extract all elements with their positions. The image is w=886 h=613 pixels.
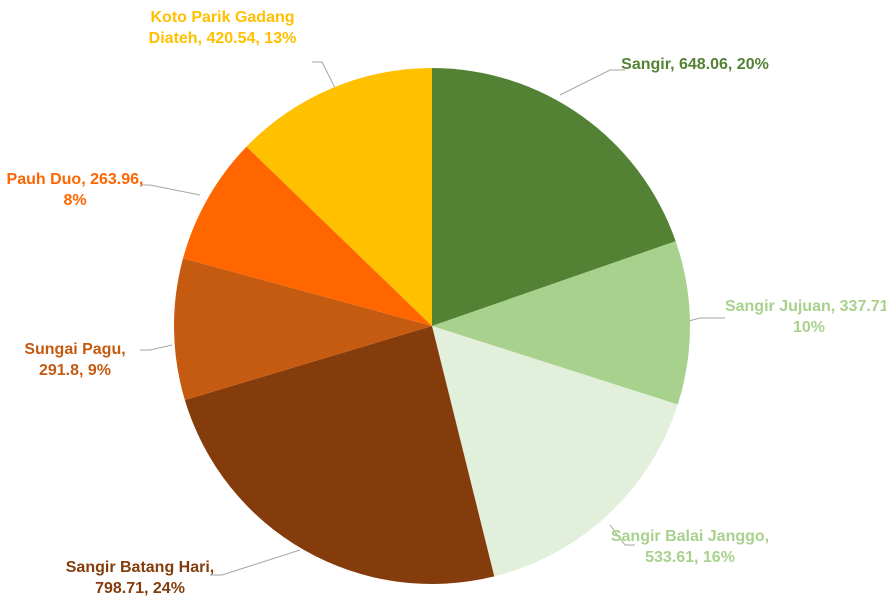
pie-slice [432,326,678,577]
data-label: Koto Parik Gadang Diateh, 420.54, 13% [148,9,297,47]
leader-line [140,184,201,196]
data-label: Sungai Pagu, 291.8, 9% [24,341,126,379]
leader-lines [140,61,725,576]
leader-line [609,524,635,546]
data-label: Pauh Duo, 263.96, 8% [6,171,144,209]
data-label: Sangir Batang Hari, 798.71, 24% [65,559,215,597]
pie-slice [173,258,432,401]
data-label: Sangir, 648.06, 20% [621,56,769,73]
data-label: Sangir Balai Janggo, 533.61, 16% [610,528,770,566]
pie-slice [184,326,495,584]
leader-line [140,344,173,351]
leader-line [684,317,725,323]
pie-slice [432,241,690,405]
leader-line [559,69,625,96]
pie-slice [183,146,432,326]
data-label: Sangir Jujuan, 337.71, 10% [724,298,886,336]
leader-line [312,61,336,89]
pie-slice [246,68,432,326]
pie-slice [432,68,676,326]
leader-line [210,549,301,576]
